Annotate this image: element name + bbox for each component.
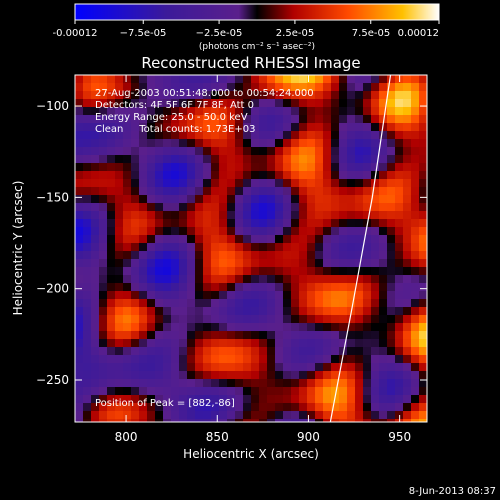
colorbar-label-2: −2.5e-05 [196,28,243,39]
y-tick-label-1: −150 [36,190,69,204]
colorbar [74,3,440,21]
chart-title: Reconstructed RHESSI Image [141,54,360,72]
y-axis-ticks: −100 −150 −200 −250 [36,99,427,387]
peak-position-label: Position of Peak = [882,-86] [95,398,235,409]
colorbar-label-0: -0.00012 [53,28,98,39]
x-tick-label-3: 950 [388,430,411,444]
y-axis-label: Heliocentric Y (arcsec) [11,181,25,316]
y-tick-label-3: −250 [36,373,69,387]
plot-frame [74,74,428,423]
heatmap-image [75,75,427,422]
x-axis-label: Heliocentric X (arcsec) [183,447,319,461]
annotation-time-range: 27-Aug-2003 00:51:48.000 to 00:54:24.000 [95,88,314,99]
colorbar-label-1: −7.5e-05 [120,28,167,39]
colorbar-units: (photons cm⁻² s⁻¹ asec⁻²) [199,42,315,52]
x-tick-label-1: 850 [206,430,229,444]
colorbar-label-3: 2.5e-05 [276,28,314,39]
x-axis-ticks: 800 850 900 950 [115,75,411,444]
x-tick-label-0: 800 [115,430,138,444]
footer-timestamp: 8-Jun-2013 08:37 [409,486,496,497]
annotation-energy: Energy Range: 25.0 - 50.0 keV [95,112,248,123]
colorbar-label-5: 0.00012 [398,28,439,39]
y-tick-label-0: −100 [36,99,69,113]
colorbar-label-4: 7.5e-05 [352,28,390,39]
y-tick-label-2: −200 [36,282,69,296]
annotation-counts: Clean Total counts: 1.73E+03 [95,124,255,135]
colorbar-ticks [74,20,440,24]
solar-limb-line [329,75,392,422]
annotation-detectors: Detectors: 4F 5F 6F 7F 8F, Att 0 [95,100,254,111]
x-tick-label-2: 900 [297,430,320,444]
